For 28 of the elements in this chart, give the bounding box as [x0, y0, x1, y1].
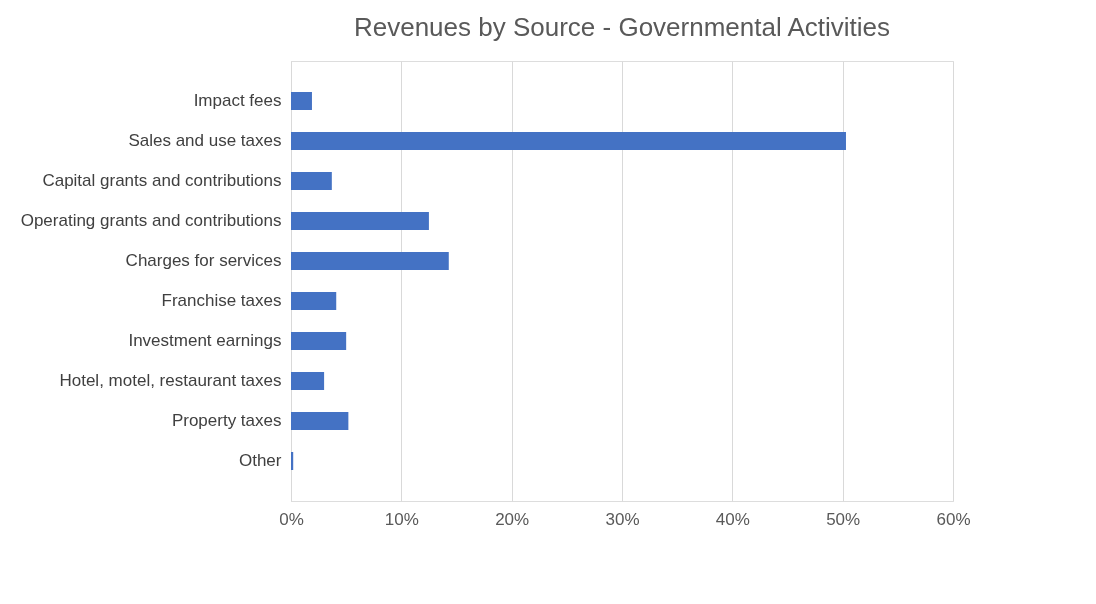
bar	[291, 92, 312, 110]
bar	[291, 212, 429, 230]
bar	[291, 292, 337, 310]
x-tick-label: 60%	[936, 509, 971, 529]
x-tick-label: 30%	[605, 509, 640, 529]
y-tick-label: Hotel, motel, restaurant taxes	[59, 371, 282, 390]
x-tick-label: 40%	[715, 509, 750, 529]
x-tick-label: 0%	[279, 509, 304, 529]
x-tick-label: 50%	[826, 509, 861, 529]
y-tick-label: Charges for services	[125, 251, 282, 270]
y-tick-label: Capital grants and contributions	[42, 171, 282, 190]
bar	[291, 332, 347, 350]
x-tick-label: 10%	[384, 509, 419, 529]
bar	[291, 452, 294, 470]
y-tick-label: Property taxes	[171, 411, 282, 430]
y-tick-label: Investment earnings	[128, 331, 282, 350]
x-tick-label: 20%	[495, 509, 530, 529]
y-tick-label: Operating grants and contributions	[20, 211, 282, 230]
y-tick-label: Sales and use taxes	[128, 131, 282, 150]
bar	[291, 132, 846, 150]
bar	[291, 412, 349, 430]
bar	[291, 372, 325, 390]
bar	[291, 252, 449, 270]
chart-title: Revenues by Source - Governmental Activities	[353, 12, 891, 42]
y-tick-label: Franchise taxes	[161, 291, 282, 310]
y-tick-label: Impact fees	[193, 91, 282, 110]
y-tick-label: Other	[238, 451, 282, 470]
bar	[291, 172, 332, 190]
